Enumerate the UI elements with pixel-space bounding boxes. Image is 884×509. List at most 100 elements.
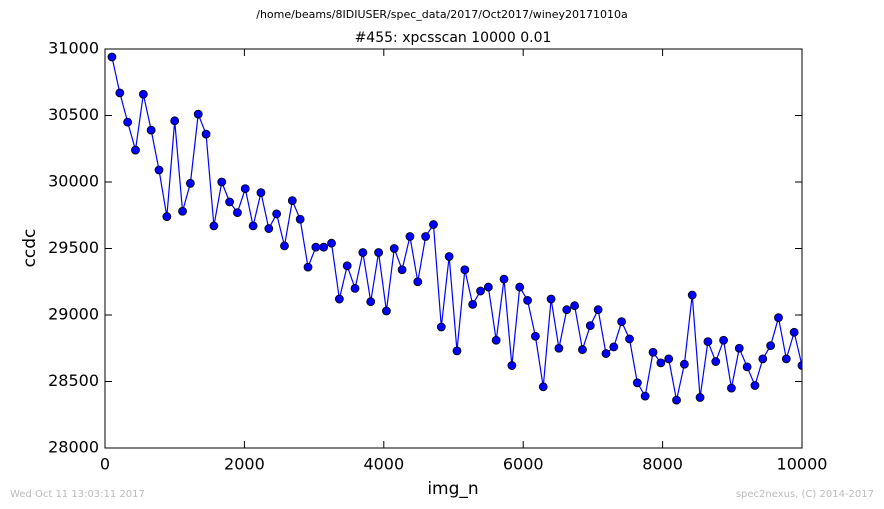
data-point	[789, 327, 799, 337]
data-point	[311, 242, 321, 252]
data-point	[562, 305, 572, 315]
data-point	[593, 305, 603, 315]
data-point	[162, 212, 172, 221]
data-point	[201, 129, 211, 139]
data-point	[499, 274, 509, 284]
data-point	[146, 125, 156, 135]
data-point	[429, 220, 438, 229]
data-point	[405, 232, 415, 241]
data-point	[389, 244, 399, 253]
data-point	[750, 381, 760, 390]
data-point	[601, 349, 611, 358]
data-point	[287, 196, 297, 206]
data-point	[170, 116, 180, 126]
data-point	[570, 301, 580, 311]
data-point	[193, 109, 203, 119]
data-point	[491, 335, 501, 345]
data-point	[538, 382, 548, 392]
data-point	[742, 362, 752, 372]
y-tick-label: 30500	[48, 105, 99, 124]
data-point	[758, 354, 768, 364]
data-point	[131, 145, 140, 155]
data-point	[585, 321, 595, 331]
y-tick-label: 29000	[48, 305, 99, 324]
data-point	[303, 262, 313, 272]
data-point	[664, 354, 674, 364]
data-point	[695, 393, 705, 402]
data-point	[374, 248, 383, 257]
data-point	[507, 361, 517, 370]
x-tick-label: 4000	[363, 455, 404, 474]
data-point	[185, 178, 195, 188]
footer-right: spec2nexus, (C) 2014-2017	[736, 489, 874, 500]
data-point	[115, 88, 125, 98]
data-point	[382, 306, 391, 316]
data-point	[523, 295, 532, 305]
data-point	[727, 383, 736, 393]
data-point	[421, 232, 431, 241]
data-point	[107, 52, 117, 62]
data-point	[476, 286, 485, 296]
data-point	[781, 354, 791, 364]
data-point	[327, 238, 336, 248]
data-point	[625, 334, 634, 344]
data-point	[225, 197, 234, 207]
data-point	[460, 265, 470, 275]
data-point	[679, 359, 689, 369]
x-axis-label: img_n	[427, 479, 478, 499]
data-point	[774, 313, 783, 323]
x-tick-label: 8000	[642, 455, 683, 474]
data-point	[444, 252, 454, 261]
data-point	[240, 184, 250, 194]
plot-area	[107, 52, 802, 405]
data-point	[366, 297, 376, 307]
data-point	[209, 221, 219, 231]
data-point	[483, 282, 493, 292]
data-point	[256, 188, 266, 198]
y-tick-label: 31000	[48, 39, 99, 58]
data-point	[138, 89, 148, 99]
y-tick-label: 30000	[48, 172, 99, 191]
data-point	[546, 294, 556, 304]
x-tick-label: 6000	[503, 455, 544, 474]
data-point	[154, 165, 164, 175]
suptitle: /home/beams/8IDIUSER/spec_data/2017/Oct2…	[256, 8, 628, 21]
data-point	[280, 241, 289, 251]
data-point	[452, 346, 462, 356]
data-point	[397, 265, 407, 275]
data-point	[578, 345, 587, 354]
data-point	[295, 214, 305, 224]
data-point	[272, 209, 282, 219]
data-point	[554, 343, 564, 353]
y-tick-label: 28000	[48, 438, 99, 457]
data-point	[515, 282, 525, 292]
data-point	[436, 322, 446, 332]
chart-title: #455: xpcsscan 10000 0.01	[355, 30, 552, 46]
data-point	[656, 358, 666, 368]
data-point	[617, 317, 627, 327]
x-tick-label: 2000	[224, 455, 265, 474]
data-point	[413, 277, 423, 287]
data-point	[342, 261, 352, 271]
data-point	[123, 117, 133, 127]
x-tick-label: 10000	[777, 455, 828, 474]
data-point	[703, 337, 713, 347]
data-point	[217, 177, 227, 187]
y-axis-label: ccdc	[20, 229, 40, 268]
y-tick-label: 29500	[48, 238, 99, 257]
data-point	[734, 343, 744, 353]
data-point	[766, 341, 776, 350]
data-point	[350, 283, 360, 293]
data-point	[687, 290, 697, 300]
y-tick-label: 28500	[48, 371, 99, 390]
footer-left: Wed Oct 11 13:03:11 2017	[10, 489, 145, 500]
data-point	[334, 294, 344, 304]
data-point	[797, 361, 802, 370]
data-point	[248, 221, 258, 231]
data-point	[648, 347, 658, 357]
data-point	[358, 248, 368, 257]
data-point	[672, 395, 681, 405]
x-tick-label: 0	[100, 455, 110, 474]
